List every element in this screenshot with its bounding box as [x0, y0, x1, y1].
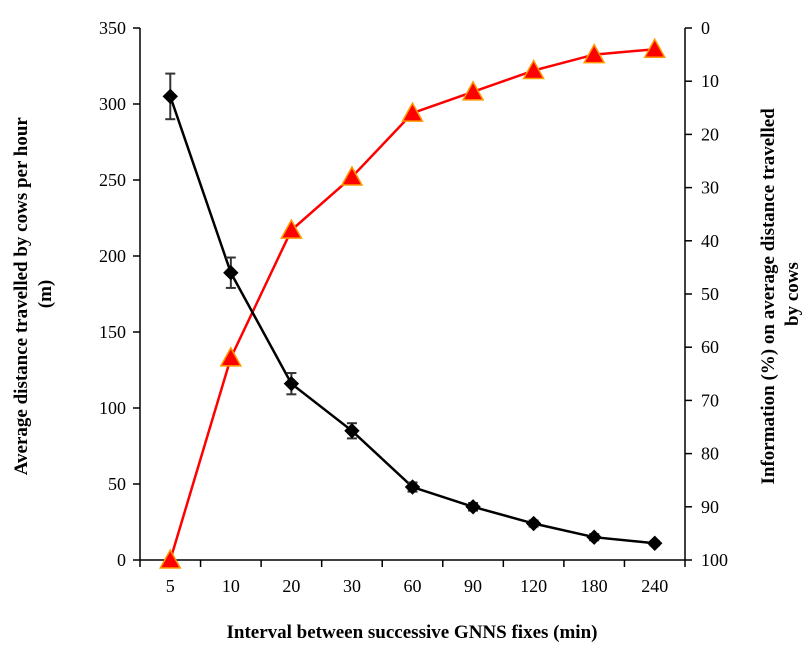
right-tick-label: 80	[701, 444, 719, 464]
x-tick-label: 5	[166, 576, 175, 596]
black-diamond-marker	[404, 479, 421, 495]
x-tick-label: 30	[343, 576, 361, 596]
left-tick-label: 50	[108, 474, 126, 494]
black-diamond-marker	[344, 423, 360, 439]
red-triangle-marker	[522, 59, 545, 80]
left-tick-label: 150	[99, 322, 126, 342]
black-diamond-marker	[586, 529, 602, 545]
black-diamond-marker	[283, 375, 300, 392]
left-tick-label: 0	[117, 550, 126, 570]
x-axis-title: Interval between successive GNNS fixes (…	[227, 622, 598, 643]
black-diamond-marker	[525, 515, 542, 532]
right-tick-label: 50	[701, 284, 719, 304]
red-triangle-marker	[280, 218, 303, 239]
x-tick-label: 120	[520, 576, 547, 596]
right-tick-label: 70	[701, 390, 719, 410]
y2-axis-title-line-2: by cows	[782, 262, 803, 326]
red-triangle-marker	[461, 80, 485, 101]
red-triangle-marker	[159, 548, 182, 569]
right-tick-label: 60	[701, 337, 719, 357]
right-tick-label: 100	[701, 550, 728, 570]
red-triangle-marker	[582, 43, 606, 64]
x-tick-label: 60	[404, 576, 422, 596]
red-triangle-marker	[219, 346, 243, 367]
black-diamond-marker	[162, 88, 178, 105]
left-y-ticks: 0 50 100 150 200 250 300 350	[99, 18, 140, 570]
y2-axis-title-line-1: Information (%) on average distance trav…	[758, 108, 779, 485]
left-tick-label: 300	[99, 94, 126, 114]
x-tick-label: 10	[222, 576, 240, 596]
right-tick-label: 30	[701, 178, 719, 198]
series-layer	[159, 37, 666, 569]
red-triangle-marker	[643, 37, 666, 59]
red-triangle-marker	[340, 165, 364, 186]
right-tick-label: 40	[701, 231, 719, 251]
y-axis-title: Average distance travelled by cows per h…	[11, 113, 56, 476]
right-tick-label: 0	[701, 18, 710, 38]
x-tick-label: 240	[641, 576, 668, 596]
y-axis-title-line-2: (m)	[35, 280, 56, 308]
black-series-line	[169, 95, 655, 545]
x-tick-label: 90	[464, 576, 482, 596]
red-triangle-marker	[401, 101, 424, 122]
black-diamond-marker	[223, 265, 239, 281]
black-diamond-marker	[465, 499, 481, 515]
left-tick-label: 250	[99, 170, 126, 190]
right-y-ticks: 0 10 20 30 40 50 60 70 80 90 100	[685, 18, 728, 570]
y2-axis-title: Information (%) on average distance trav…	[758, 104, 803, 485]
left-tick-label: 100	[99, 398, 126, 418]
x-tick-label: 20	[282, 576, 300, 596]
right-tick-label: 10	[701, 71, 719, 91]
black-diamond-marker	[647, 535, 663, 551]
x-ticks: 5 10 20 30 60 90 120 180 240	[139, 560, 686, 596]
y-axis-title-line-1: Average distance travelled by cows per h…	[11, 117, 32, 476]
right-tick-label: 20	[701, 124, 719, 144]
right-tick-label: 90	[701, 497, 719, 517]
left-tick-label: 200	[99, 246, 126, 266]
left-tick-label: 350	[99, 18, 126, 38]
x-tick-label: 180	[581, 576, 608, 596]
